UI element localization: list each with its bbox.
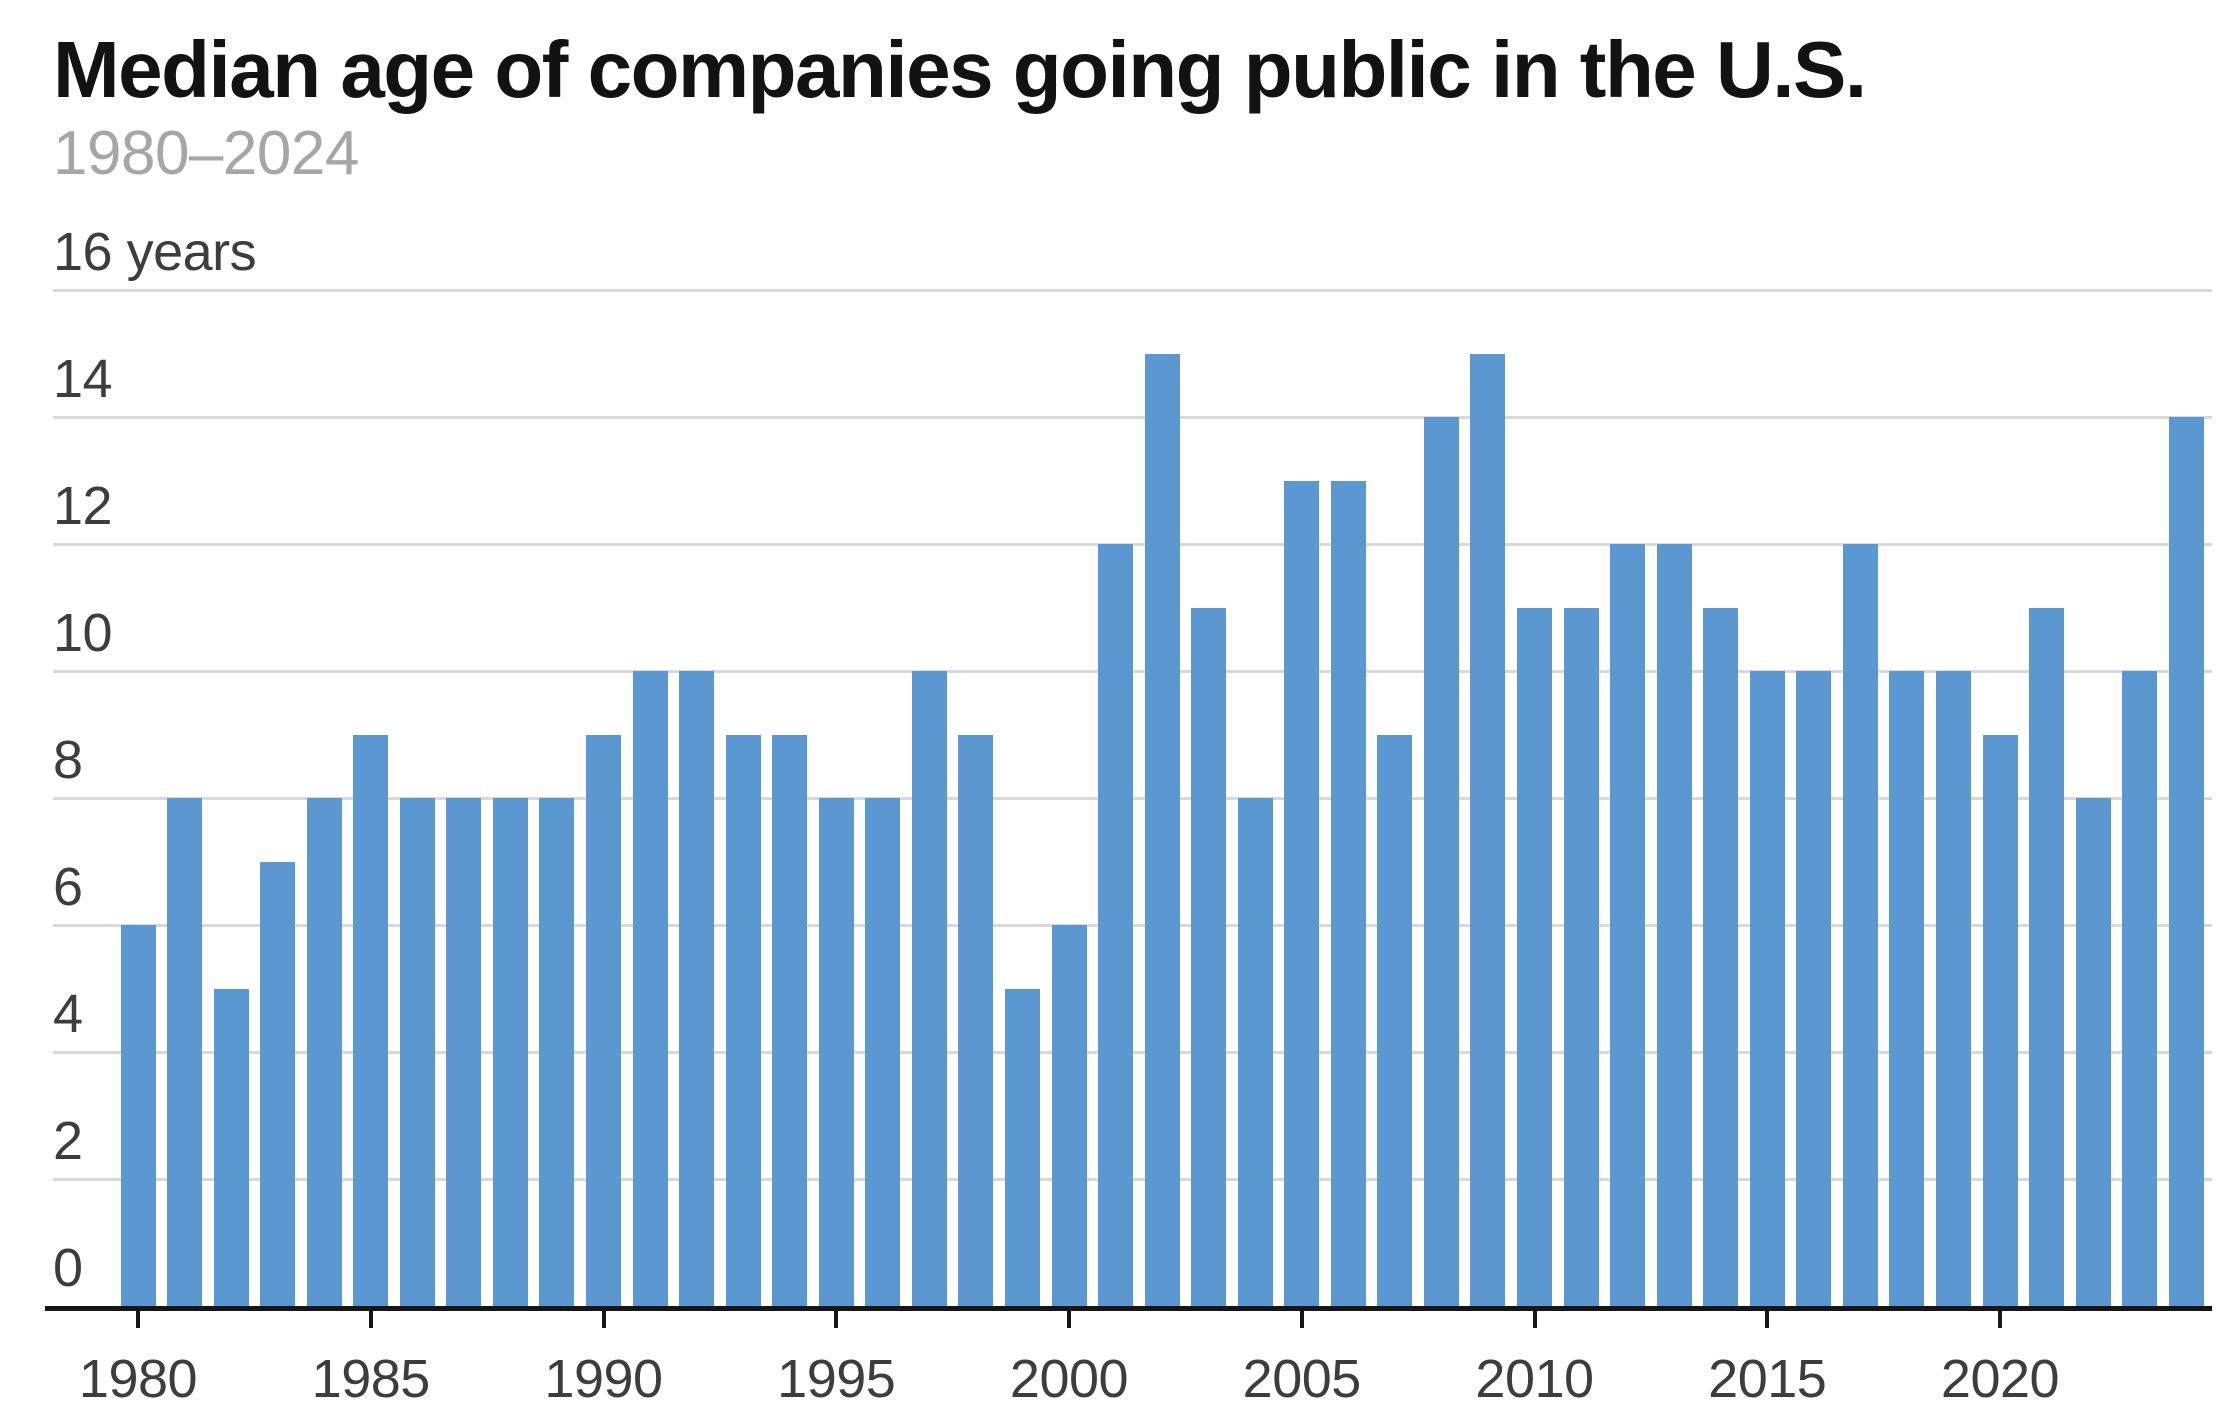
bar-1981 [167,798,203,1306]
bar-2001 [1098,544,1134,1306]
bar-2018 [1889,671,1925,1306]
bar-2006 [1330,480,1366,1306]
x-axis-line [45,1306,2212,1311]
y-tick-label: 4 [53,984,83,1044]
chart-title: Median age of companies going public in … [53,25,1867,114]
bar-2009 [1470,353,1506,1306]
x-tick-label: 1995 [777,1349,896,1409]
x-tick-label: 2005 [1242,1349,1362,1409]
x-tick-label: 1990 [544,1349,663,1409]
x-tick-label: 2010 [1475,1349,1594,1409]
x-tick [368,1311,373,1328]
x-tick [601,1311,606,1328]
bar-1992 [679,671,715,1306]
x-tick [136,1311,140,1328]
bar-1999 [1004,988,1040,1306]
x-tick-label: 2015 [1708,1349,1827,1409]
bar-2024 [2168,417,2204,1306]
y-tick-label: 0 [53,1238,83,1298]
y-tick-label: 14 [53,349,113,409]
x-tick-label: 1985 [311,1349,431,1409]
bar-2021 [2029,607,2065,1306]
bar-2007 [1377,734,1413,1306]
bar-1995 [818,798,854,1306]
bar-2013 [1656,544,1692,1306]
bar-1987 [446,798,482,1306]
bar-2023 [2122,671,2158,1306]
bar-1984 [306,798,342,1306]
bar-1996 [865,798,901,1306]
bar-2003 [1191,607,1227,1306]
bar-1997 [911,671,947,1306]
x-tick [1532,1311,1537,1328]
bar-1989 [539,798,575,1306]
chart-subtitle: 1980–2024 [53,119,359,188]
bar-2010 [1517,607,1552,1306]
x-tick [1299,1311,1304,1328]
y-tick-label: 12 [53,476,113,536]
bar-2012 [1610,544,1646,1306]
x-tick [1998,1311,2002,1328]
bar-1983 [260,861,296,1306]
bar-2017 [1842,544,1878,1306]
bar-1988 [492,798,528,1306]
bar-2011 [1563,607,1599,1306]
bar-2015 [1749,671,1785,1306]
bar-1998 [958,734,994,1306]
y-tick-label: 6 [53,857,83,917]
bar-2022 [2075,798,2111,1306]
bar-2014 [1703,607,1739,1306]
bar-1980 [120,925,156,1306]
y-tick-label: 16 years [53,222,257,282]
gridline [53,289,2212,292]
bar-1994 [772,734,808,1306]
bar-2008 [1423,417,1459,1306]
x-tick [834,1311,839,1328]
y-tick-label: 10 [53,603,113,663]
bar-1990 [586,734,621,1306]
y-tick-label: 8 [53,730,83,790]
x-tick [1067,1311,1071,1328]
bar-2004 [1237,798,1273,1306]
bar-1993 [725,734,761,1306]
y-tick-label: 2 [53,1111,83,1171]
bar-2020 [1982,734,2018,1306]
bar-1982 [213,988,249,1306]
bar-2005 [1284,480,1320,1306]
x-tick-label: 2020 [1940,1349,2060,1409]
x-tick [1765,1311,1770,1328]
gridline [53,416,2212,419]
bar-1991 [632,671,668,1306]
bar-2000 [1051,925,1087,1306]
bar-2016 [1796,671,1832,1306]
bar-1986 [399,798,435,1306]
bar-1985 [353,734,389,1306]
bar-2019 [1935,671,1971,1306]
x-tick-label: 1980 [78,1349,198,1409]
x-tick-label: 2000 [1009,1349,1129,1409]
bar-2002 [1144,353,1180,1306]
